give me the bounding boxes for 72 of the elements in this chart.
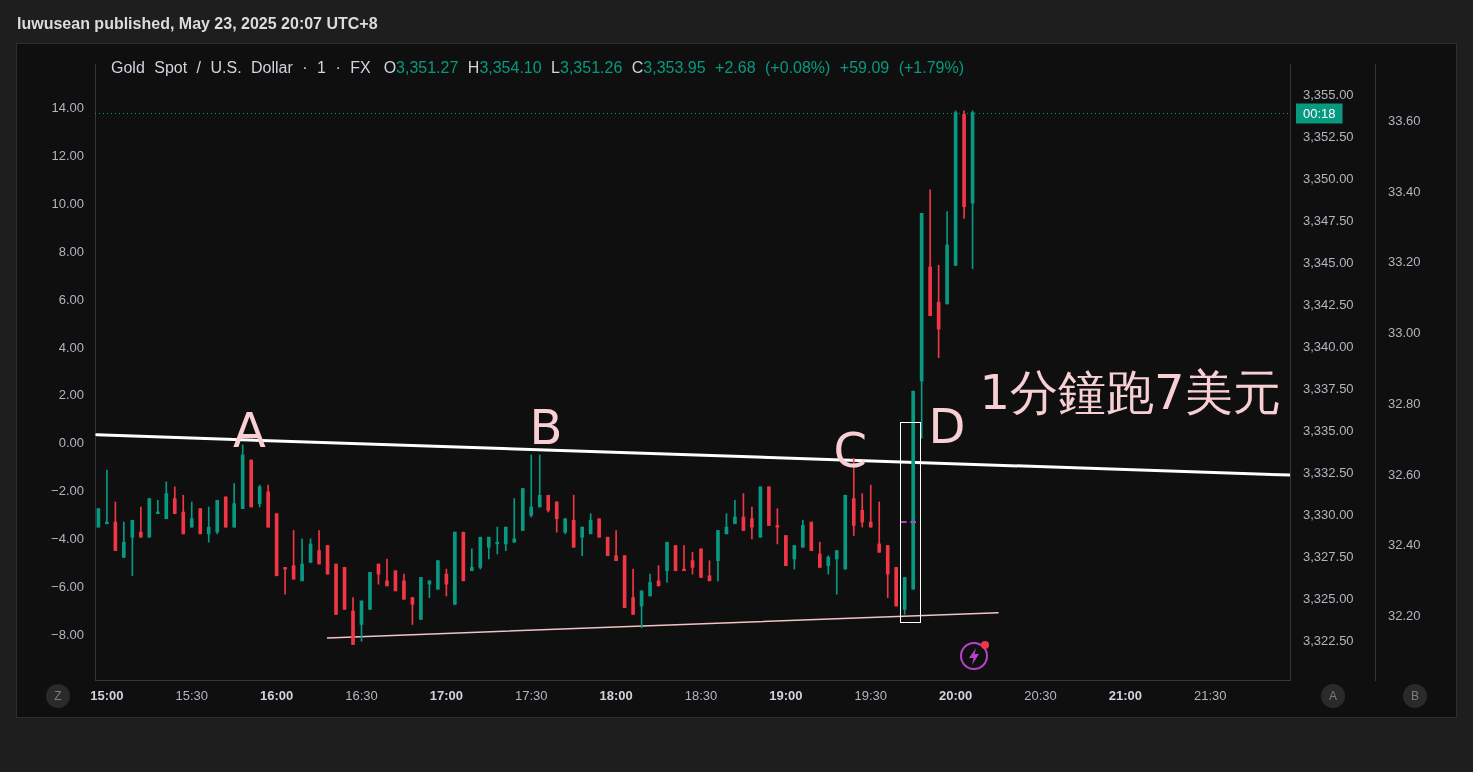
y3-tick-label: 33.40 [1388,183,1421,199]
x-tick-label: 20:30 [1024,688,1057,704]
candlestick [784,535,788,567]
candlestick [198,508,203,535]
y2-tick-label: −4.00 [51,531,84,547]
chart-title: Gold Spot / U.S. Dollar · 1 · FX [111,59,371,76]
candlestick [419,577,423,620]
x-tick-label: 17:30 [514,688,548,704]
text: O3,351.27 H3,354.10 L3,351.26 C3,353.95 +2.68 (+0.08%) +59.09 (+1.79%) [383,59,965,76]
y-tick-label: 3,330.00 [1303,506,1354,522]
candlestick [597,518,601,538]
y-tick-label: 3,350.00 [1303,171,1354,187]
x-tick-label: 19:30 [854,688,887,704]
y3-tick-label: 33.00 [1388,325,1421,341]
annotation: 1分鐘跑7美元 [979,364,1281,420]
candlestick [894,567,899,607]
y3-tick-label: 32.40 [1388,537,1421,553]
y3-tick-label: 33.60 [1388,112,1421,128]
annotation: B [529,399,563,455]
x-tick-label: 15:30 [175,688,209,704]
x-tick-label: 21:00 [1108,688,1142,704]
text: luwusean published, May 23, 2025 20:07 UTC+8 [17,14,378,34]
candlestick [809,521,814,551]
candlestick [223,496,228,528]
y3-tick-label: 32.20 [1388,607,1421,623]
x-tick-label: 19:00 [769,688,803,704]
y-tick-label: 3,352.50 [1303,129,1354,145]
y3-tick-label: 32.80 [1388,395,1421,411]
y2-tick-label: 0.00 [58,435,84,451]
y3-tick-label: 32.60 [1388,466,1421,482]
y-tick-label: 3,347.50 [1303,213,1354,229]
y-tick-label: 3,332.50 [1303,465,1354,480]
candlestick [453,531,457,605]
y-tick-label: 3,327.50 [1303,548,1354,564]
y2-tick-label: 6.00 [58,291,84,307]
x-tick-label: 20:00 [938,688,973,704]
y2-tick-label: −6.00 [51,579,84,595]
candlestick [843,494,848,570]
y-tick-label: 3,342.50 [1303,297,1354,313]
y2-tick-label: 12.00 [51,147,84,163]
candlestick [767,486,771,526]
x-tick-label: 16:00 [260,688,294,704]
y2-tick-label: 4.00 [58,339,84,355]
x-tick-label: 16:30 [345,688,378,704]
x-tick-label: 21:30 [1193,688,1227,704]
x-tick-label: 15:00 [90,688,124,704]
y-tick-label: 3,322.50 [1303,632,1354,648]
annotation: D [928,398,966,454]
y-tick-label: 3,337.50 [1303,381,1354,397]
candlestick [147,498,152,538]
y2-tick-label: −8.00 [51,627,84,643]
candlestick [334,563,338,615]
candlestick [368,572,372,610]
y2-tick-label: 14.00 [51,99,84,115]
x-tick-label: 17:00 [429,688,463,704]
y2-tick-label: −2.00 [51,483,84,499]
x-tick-label: 18:30 [684,688,718,704]
y-tick-label: 3,355.00 [1303,87,1354,103]
candlestick [436,560,440,590]
y-tick-label: 3,335.00 [1303,423,1354,439]
candlestick [520,488,525,531]
y2-tick-label: 2.00 [58,387,84,403]
x-tick-label: 18:00 [599,688,633,704]
y-tick-label: 3,340.00 [1303,339,1354,355]
y-tick-label: 3,345.00 [1303,255,1354,271]
candlestick [699,548,703,578]
y-tick-label: 3,325.00 [1303,590,1354,606]
y2-tick-label: 8.00 [58,243,84,259]
candlestick [249,459,253,508]
y3-tick-label: 33.20 [1388,254,1421,270]
text: 00:18 [1302,106,1336,122]
y2-tick-label: 10.00 [51,195,84,211]
